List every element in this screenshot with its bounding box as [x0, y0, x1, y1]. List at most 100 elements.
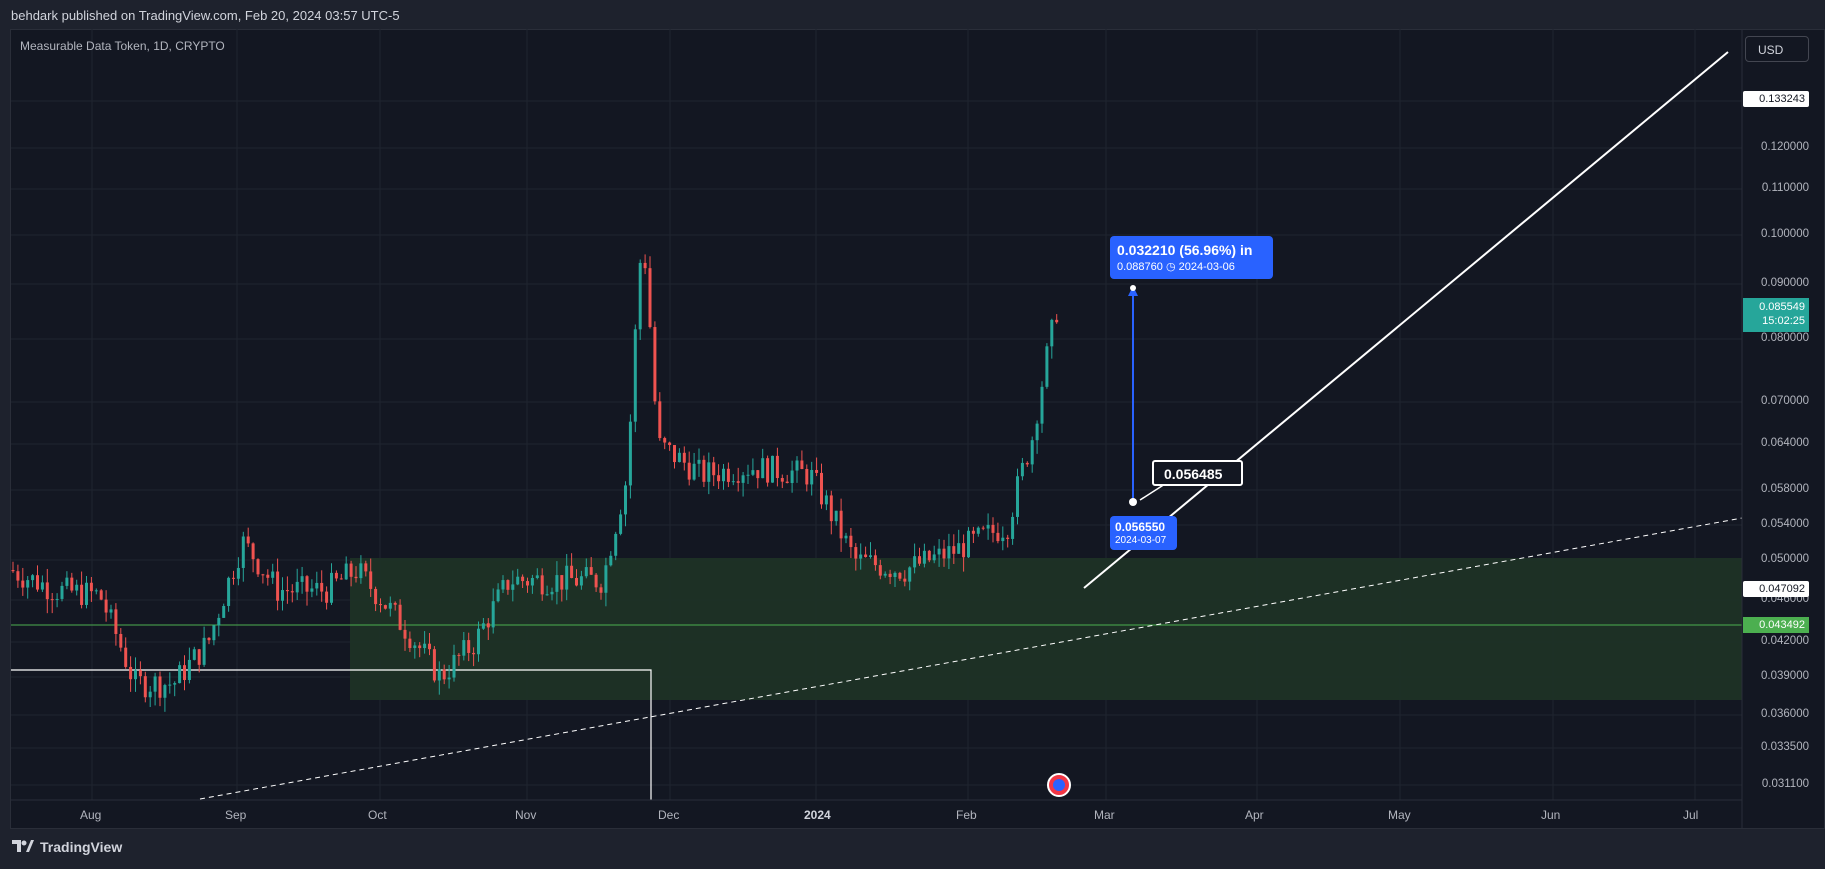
candle-body: [824, 495, 828, 505]
candle-body: [619, 514, 623, 534]
candle-body: [761, 458, 765, 479]
candle-body: [65, 577, 69, 586]
candle-body: [486, 623, 490, 628]
candle-body: [1050, 319, 1054, 347]
candle-body: [628, 421, 632, 486]
candle-body: [418, 645, 422, 649]
candle-body: [717, 475, 721, 482]
green-line-price-tag: 0.043492: [1743, 617, 1809, 633]
candle-body: [839, 510, 843, 539]
price-tick-label: 0.100000: [1761, 228, 1809, 240]
candle-body: [506, 580, 510, 590]
candle-body: [996, 532, 1000, 542]
candle-body: [555, 575, 559, 592]
candle-body: [756, 470, 760, 479]
candle-body: [330, 572, 333, 603]
candle-body: [575, 577, 578, 586]
candle-body: [565, 565, 569, 590]
candle-body: [834, 510, 838, 522]
candle-body: [178, 665, 182, 684]
candle-body: [795, 460, 799, 471]
candle-body: [785, 481, 789, 483]
candle-body: [869, 555, 872, 558]
candle-body: [957, 543, 961, 554]
candle-body: [775, 455, 779, 479]
candle-body: [271, 571, 275, 578]
candle-body: [129, 666, 133, 680]
candle-body: [16, 571, 20, 581]
measure-start-label[interactable]: 0.056550 2024-03-07: [1110, 516, 1177, 550]
candle-body: [967, 530, 970, 558]
price-tick-label: 0.054000: [1761, 518, 1809, 530]
candle-body: [359, 563, 363, 579]
measure-target: 0.088760 ◷ 2024-03-06: [1117, 260, 1235, 273]
candle-body: [153, 676, 157, 692]
candle-body: [829, 495, 833, 522]
price-tick-label: 0.120000: [1761, 141, 1809, 153]
candle-body: [423, 643, 427, 649]
candle-body: [310, 588, 314, 592]
tradingview-logo[interactable]: TradingView: [12, 839, 122, 855]
candle-body: [452, 654, 456, 678]
candle-body: [251, 543, 255, 560]
candle-body: [741, 475, 745, 483]
candle-body: [878, 565, 882, 576]
candle-body: [109, 609, 113, 613]
header-bar: behdark published on TradingView.com, Fe…: [0, 0, 1825, 29]
candle-body: [266, 574, 270, 578]
candle-body: [75, 584, 79, 591]
candle-body: [604, 565, 608, 593]
candle-body: [1020, 462, 1024, 477]
candle-body: [653, 327, 657, 402]
candle-body: [908, 567, 912, 582]
candle-body: [354, 576, 358, 579]
time-tick-label: Jun: [1541, 808, 1561, 822]
candle-body: [579, 576, 583, 586]
price-callout[interactable]: 0.056485: [1152, 460, 1243, 486]
price-tick-label: 0.050000: [1761, 553, 1809, 565]
candle-body: [570, 565, 574, 578]
symbol-title: Measurable Data Token, 1D, CRYPTO: [20, 39, 225, 53]
candle-body: [942, 548, 946, 559]
candle-body: [472, 652, 476, 655]
candle-body: [183, 665, 186, 681]
candle-body: [854, 547, 858, 559]
dashed-trendline[interactable]: [199, 517, 1743, 800]
candle-body: [246, 536, 250, 544]
candle-body: [1011, 516, 1015, 539]
time-tick-label: Oct: [368, 808, 387, 822]
measure-result-label[interactable]: 0.032210 (56.96%) in 0.088760 ◷ 2024-03-…: [1110, 236, 1273, 279]
candle-body: [398, 604, 402, 630]
candle-body: [325, 591, 329, 603]
time-tick-label: Mar: [1094, 808, 1115, 822]
measure-end-point[interactable]: [1130, 285, 1136, 291]
time-tick-label: Apr: [1245, 808, 1264, 822]
measure-start-point[interactable]: [1129, 498, 1137, 506]
candle-body: [428, 643, 431, 650]
measure-start-date: 2024-03-07: [1115, 535, 1167, 546]
callout-pointer: [1139, 483, 1166, 501]
chart-canvas[interactable]: [0, 0, 1825, 830]
candle-body: [104, 599, 108, 613]
currency-button[interactable]: USD: [1745, 36, 1809, 62]
candle-body: [45, 582, 49, 600]
candle-body: [697, 459, 701, 464]
ascending-trendline[interactable]: [1083, 51, 1729, 589]
candle-body: [677, 452, 681, 463]
measure-change: 0.032210 (56.96%) in: [1117, 242, 1253, 258]
candle-body: [163, 685, 167, 698]
candle-body: [403, 629, 407, 639]
price-tick-label: 0.039000: [1761, 670, 1809, 682]
white-box-outline[interactable]: [11, 669, 652, 800]
candle-body: [168, 684, 172, 686]
us-flag-event-icon[interactable]: [1047, 773, 1071, 797]
candle-body: [276, 571, 280, 601]
candle-body: [70, 577, 74, 591]
candle-body: [864, 554, 868, 558]
candle-body: [413, 645, 417, 649]
candle-body: [408, 638, 412, 649]
candle-body: [751, 470, 755, 475]
candle-body: [873, 555, 877, 566]
candle-body: [339, 578, 343, 580]
demand-zone[interactable]: [350, 558, 1742, 700]
